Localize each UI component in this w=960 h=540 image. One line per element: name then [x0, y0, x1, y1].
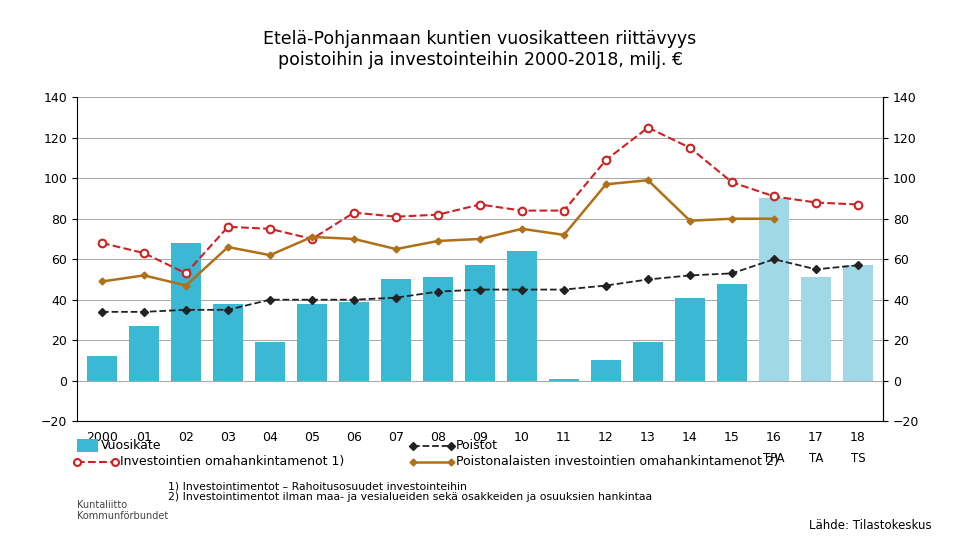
Bar	[255, 342, 285, 381]
Bar	[549, 379, 579, 381]
Text: Poistot: Poistot	[456, 439, 498, 452]
Text: 1) Investointimentot – Rahoitusosuudet investointeihin: 1) Investointimentot – Rahoitusosuudet i…	[168, 482, 467, 492]
Text: TA: TA	[809, 452, 823, 465]
Bar	[466, 265, 494, 381]
Bar	[213, 304, 243, 381]
Bar	[171, 243, 201, 381]
Bar	[591, 361, 621, 381]
Bar	[675, 298, 705, 381]
Text: Poistonalaisten investointien omahankintamenot 2): Poistonalaisten investointien omahankint…	[456, 455, 779, 468]
Bar	[843, 265, 873, 381]
Bar	[507, 251, 537, 381]
Text: Kuntaliitto
Kommunförbundet: Kuntaliitto Kommunförbundet	[77, 500, 168, 521]
Bar	[339, 302, 369, 381]
Text: TS: TS	[851, 452, 865, 465]
Bar	[759, 199, 789, 381]
Text: Investointien omahankintamenot 1): Investointien omahankintamenot 1)	[120, 455, 345, 468]
Bar	[634, 342, 662, 381]
Text: Lähde: Tilastokeskus: Lähde: Tilastokeskus	[808, 519, 931, 532]
Text: Vuosikate: Vuosikate	[101, 439, 161, 452]
Text: TPA: TPA	[763, 452, 784, 465]
Bar	[717, 284, 747, 381]
Bar	[802, 278, 830, 381]
Bar	[298, 304, 326, 381]
Bar	[423, 278, 453, 381]
Bar	[130, 326, 158, 381]
Bar	[87, 356, 117, 381]
Bar	[381, 280, 411, 381]
Text: 2) Investointimentot ilman maa- ja vesialueiden sekä osakkeiden ja osuuksien han: 2) Investointimentot ilman maa- ja vesia…	[168, 492, 652, 503]
Text: Etelä-Pohjanmaan kuntien vuosikatteen riittävyys
poistoihin ja investointeihin 2: Etelä-Pohjanmaan kuntien vuosikatteen ri…	[263, 30, 697, 69]
